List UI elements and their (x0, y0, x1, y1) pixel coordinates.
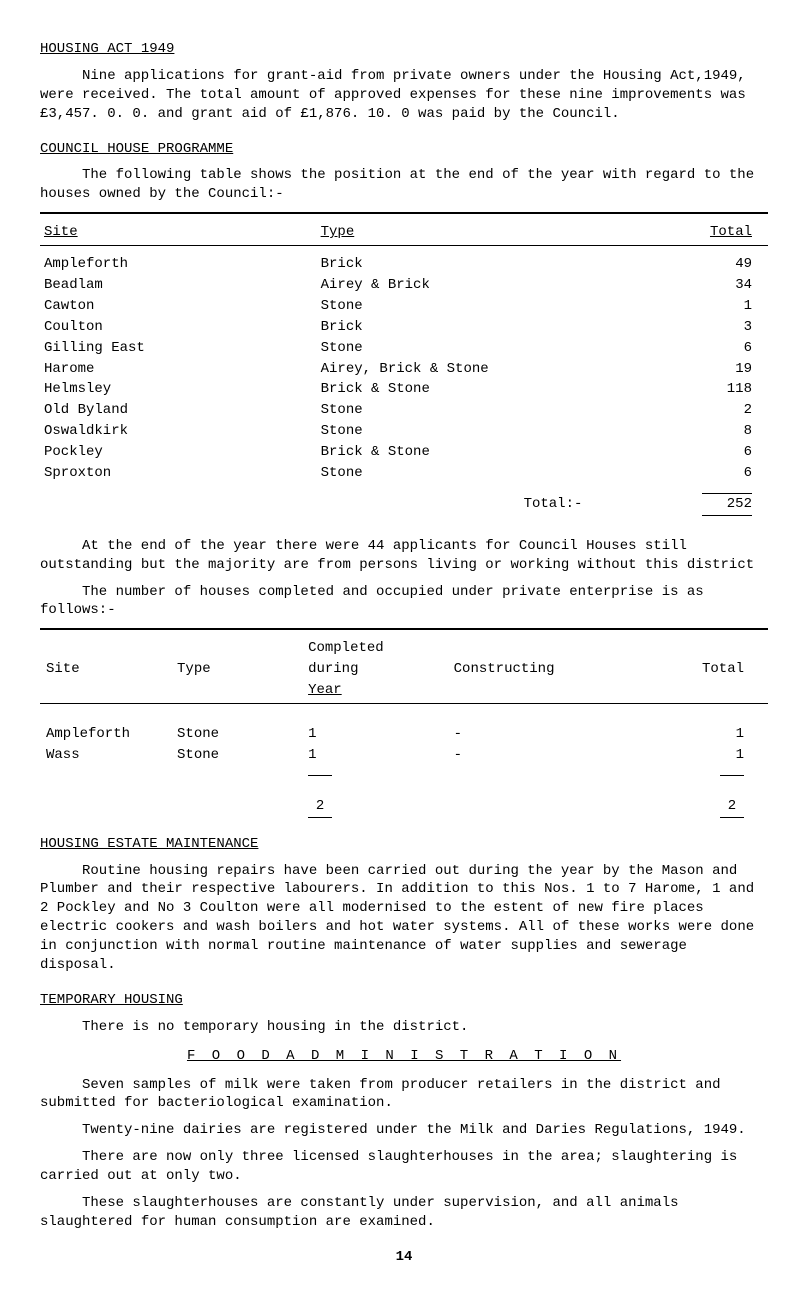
col-completed-bot: Year (308, 682, 342, 698)
cell-type: Stone (171, 724, 302, 745)
table-row: CawtonStone1 (40, 296, 768, 317)
cell-type: Stone (317, 296, 623, 317)
cell-total: 6 (622, 463, 768, 484)
rule (40, 212, 768, 214)
cell-total: 2 (622, 400, 768, 421)
col-completed-mid: during (302, 659, 448, 680)
private-sum-row: 2 2 (40, 774, 768, 819)
cell-constructing: - (448, 724, 623, 745)
cell-site: Ampleforth (40, 724, 171, 745)
houses-table-body: AmpleforthBrick49BeadlamAirey & Brick34C… (40, 254, 768, 484)
cell-type: Brick (317, 254, 623, 275)
cell-site: Helmsley (40, 379, 317, 400)
houses-header-row: Site Type Total (40, 222, 768, 243)
rule (40, 628, 768, 630)
rule (308, 775, 332, 795)
table-row: AmpleforthStone1-1 (40, 724, 768, 745)
table-row: BeadlamAirey & Brick34 (40, 275, 768, 296)
para-food1: Seven samples of milk were taken from pr… (40, 1076, 768, 1114)
table-row: SproxtonStone6 (40, 463, 768, 484)
page-number: 14 (40, 1248, 768, 1267)
cell-site: Cawton (40, 296, 317, 317)
rule (40, 245, 768, 246)
heading-estate-maint: HOUSING ESTATE MAINTENANCE (40, 835, 768, 854)
heading-food-admin: F O O D A D M I N I S T R A T I O N (40, 1047, 768, 1066)
private-table-body: AmpleforthStone1-1WassStone1-1 (40, 712, 768, 766)
cell-total: 1 (622, 745, 768, 766)
table-row: HaromeAirey, Brick & Stone19 (40, 359, 768, 380)
heading-temporary: TEMPORARY HOUSING (40, 991, 768, 1010)
cell-type: Stone (317, 421, 623, 442)
total-label: Total:- (317, 492, 623, 517)
cell-type: Stone (317, 338, 623, 359)
cell-type: Brick & Stone (317, 379, 623, 400)
col-total: Total (710, 224, 752, 240)
cell-site: Oswaldkirk (40, 421, 317, 442)
cell-site: Coulton (40, 317, 317, 338)
cell-total: 118 (622, 379, 768, 400)
cell-type: Airey, Brick & Stone (317, 359, 623, 380)
cell-site: Gilling East (40, 338, 317, 359)
col-total: Total (622, 659, 768, 680)
para-food3: There are now only three licensed slaugh… (40, 1148, 768, 1186)
private-table-header: Completed Site Type during Constructing … (40, 638, 768, 701)
col-type: Type (171, 659, 302, 680)
table-row: AmpleforthBrick49 (40, 254, 768, 275)
cell-site: Old Byland (40, 400, 317, 421)
table-row: OswaldkirkStone8 (40, 421, 768, 442)
table-row: PockleyBrick & Stone6 (40, 442, 768, 463)
cell-total: 3 (622, 317, 768, 338)
para-food4: These slaughterhouses are constantly und… (40, 1194, 768, 1232)
cell-type: Airey & Brick (317, 275, 623, 296)
sum-completed: 2 (308, 797, 332, 818)
cell-type: Brick (317, 317, 623, 338)
table-row: CoultonBrick3 (40, 317, 768, 338)
col-type: Type (321, 224, 355, 240)
cell-site: Sproxton (40, 463, 317, 484)
cell-type: Stone (171, 745, 302, 766)
cell-total: 1 (622, 296, 768, 317)
para-food2: Twenty-nine dairies are registered under… (40, 1121, 768, 1140)
cell-site: Ampleforth (40, 254, 317, 275)
cell-constructing: - (448, 745, 623, 766)
cell-total: 8 (622, 421, 768, 442)
cell-completed: 1 (302, 724, 448, 745)
para-private-intro: The number of houses completed and occup… (40, 583, 768, 621)
cell-site: Wass (40, 745, 171, 766)
table-row: WassStone1-1 (40, 745, 768, 766)
para-temporary: There is no temporary housing in the dis… (40, 1018, 768, 1037)
cell-total: 19 (622, 359, 768, 380)
cell-total: 34 (622, 275, 768, 296)
para-council-intro: The following table shows the position a… (40, 166, 768, 204)
cell-total: 1 (622, 724, 768, 745)
cell-type: Stone (317, 400, 623, 421)
col-completed-top: Completed (302, 638, 448, 659)
cell-site: Pockley (40, 442, 317, 463)
table-row: Gilling EastStone6 (40, 338, 768, 359)
houses-total-row: Total:- 252 (40, 492, 768, 517)
heading-housing-act: HOUSING ACT 1949 (40, 40, 768, 59)
para-applicants: At the end of the year there were 44 app… (40, 537, 768, 575)
cell-type: Brick & Stone (317, 442, 623, 463)
rule (40, 703, 768, 704)
heading-council-house: COUNCIL HOUSE PROGRAMME (40, 140, 768, 159)
cell-site: Beadlam (40, 275, 317, 296)
col-constructing: Constructing (448, 659, 623, 680)
para-estate-maint: Routine housing repairs have been carrie… (40, 862, 768, 975)
cell-total: 6 (622, 338, 768, 359)
cell-site: Harome (40, 359, 317, 380)
sum-total: 2 (720, 797, 744, 818)
cell-total: 6 (622, 442, 768, 463)
cell-completed: 1 (302, 745, 448, 766)
rule (720, 775, 744, 795)
col-site: Site (40, 659, 171, 680)
total-value: 252 (702, 493, 752, 516)
para-housing-act: Nine applications for grant-aid from pri… (40, 67, 768, 124)
cell-type: Stone (317, 463, 623, 484)
houses-table: Site Type Total (40, 222, 768, 243)
table-row: HelmsleyBrick & Stone118 (40, 379, 768, 400)
table-row: Old BylandStone2 (40, 400, 768, 421)
cell-total: 49 (622, 254, 768, 275)
col-site: Site (44, 224, 78, 240)
